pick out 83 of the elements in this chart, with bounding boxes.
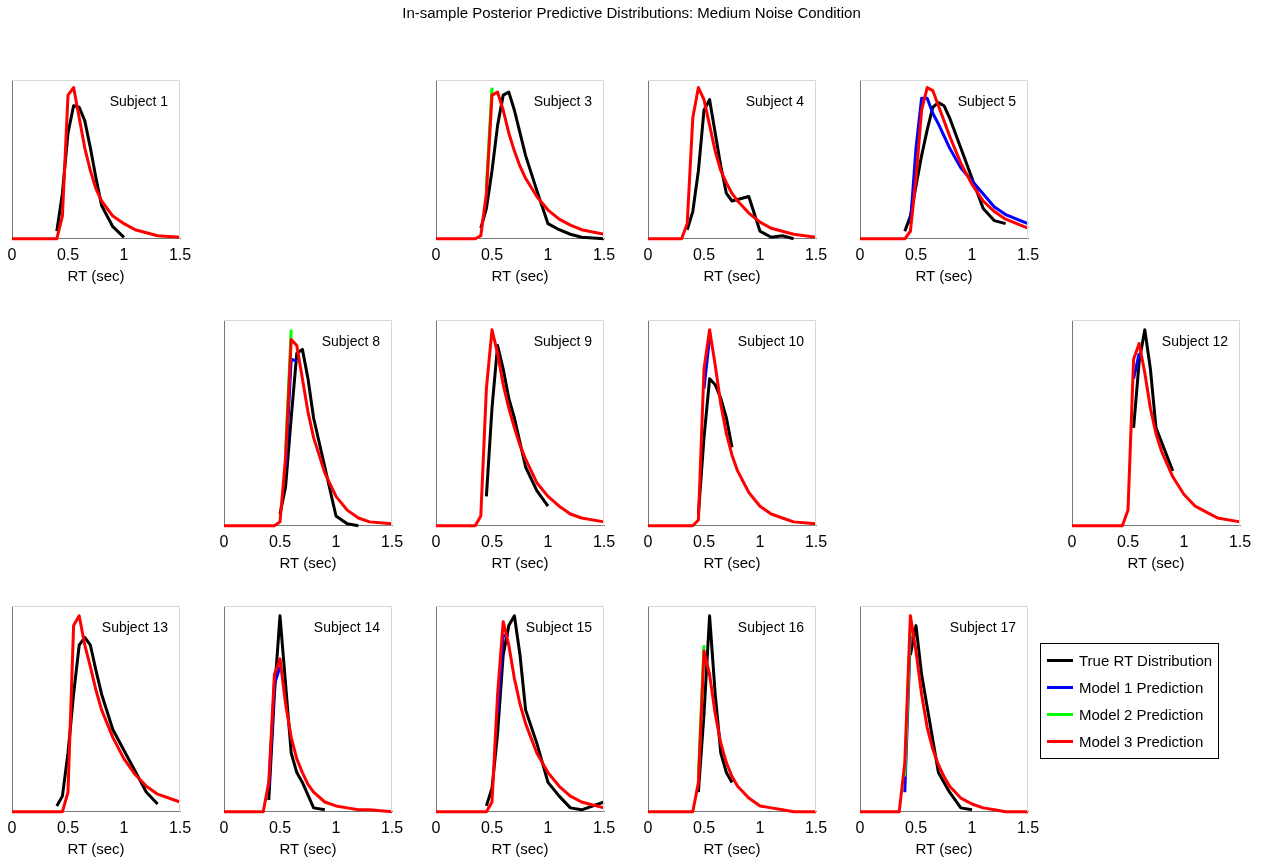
x-tick-label: 1 — [967, 245, 977, 263]
x-tick-label: 1 — [543, 245, 553, 263]
x-tick-label: 0 — [7, 245, 17, 263]
x-axis-title: RT (sec) — [67, 267, 125, 285]
x-tick-label: 0.5 — [268, 532, 292, 550]
x-tick-label: 1.5 — [804, 818, 828, 836]
x-tick-label: 0.5 — [904, 245, 928, 263]
x-axis-title: RT (sec) — [1127, 554, 1185, 572]
chart-title: Subject 8 — [321, 332, 381, 349]
x-tick-label: 1.5 — [592, 245, 616, 263]
x-tick-label: 1.5 — [592, 818, 616, 836]
chart-title: Subject 16 — [737, 618, 805, 635]
x-axis-title: RT (sec) — [703, 267, 761, 285]
x-axis-title: RT (sec) — [915, 267, 973, 285]
chart-title: Subject 4 — [745, 92, 805, 109]
x-tick-label: 0 — [643, 532, 653, 550]
chart-title: Subject 5 — [957, 92, 1017, 109]
chart-title: Subject 10 — [737, 332, 805, 349]
x-tick-label: 1.5 — [1016, 245, 1040, 263]
x-axis-title: RT (sec) — [703, 554, 761, 572]
x-axis-title: RT (sec) — [491, 840, 549, 858]
chart-title: Subject 3 — [533, 92, 593, 109]
x-tick-label: 0.5 — [56, 245, 80, 263]
x-tick-label: 0 — [855, 818, 865, 836]
chart-title: Subject 13 — [101, 618, 169, 635]
legend-label: Model 3 Prediction — [1079, 733, 1204, 750]
x-axis-title: RT (sec) — [703, 840, 761, 858]
chart-title: Subject 9 — [533, 332, 593, 349]
x-axis-title: RT (sec) — [491, 554, 549, 572]
chart-title: Subject 14 — [313, 618, 381, 635]
x-tick-label: 0 — [219, 532, 229, 550]
x-tick-label: 0.5 — [692, 245, 716, 263]
x-tick-label: 0 — [431, 532, 441, 550]
x-tick-label: 1.5 — [804, 532, 828, 550]
x-tick-label: 1.5 — [380, 818, 404, 836]
chart-title: Subject 12 — [1161, 332, 1229, 349]
x-tick-label: 0 — [219, 818, 229, 836]
chart-title: Subject 1 — [109, 92, 169, 109]
x-tick-label: 0 — [431, 245, 441, 263]
x-tick-label: 1 — [967, 818, 977, 836]
x-tick-label: 1 — [755, 245, 765, 263]
x-tick-label: 1.5 — [168, 818, 192, 836]
x-tick-label: 1 — [543, 532, 553, 550]
x-tick-label: 0.5 — [480, 532, 504, 550]
x-tick-label: 1 — [1179, 532, 1189, 550]
x-tick-label: 1 — [331, 818, 341, 836]
x-tick-label: 1.5 — [168, 245, 192, 263]
x-axis-title: RT (sec) — [67, 840, 125, 858]
x-tick-label: 1 — [755, 532, 765, 550]
x-axis-title: RT (sec) — [279, 840, 337, 858]
x-tick-label: 1.5 — [1016, 818, 1040, 836]
x-tick-label: 0 — [1067, 532, 1077, 550]
legend-label: Model 2 Prediction — [1079, 706, 1204, 723]
legend-label: True RT Distribution — [1079, 652, 1213, 669]
x-tick-label: 1 — [543, 818, 553, 836]
x-tick-label: 1.5 — [1228, 532, 1252, 550]
x-tick-label: 0 — [7, 818, 17, 836]
chart-title: Subject 15 — [525, 618, 593, 635]
text: In-sample Posterior Predictive Distributions: Medium Noise Condition — [401, 4, 862, 21]
x-tick-label: 0 — [431, 818, 441, 836]
chart-title: Subject 17 — [949, 618, 1017, 635]
x-tick-label: 0.5 — [904, 818, 928, 836]
x-axis-title: RT (sec) — [915, 840, 973, 858]
x-tick-label: 1 — [119, 818, 129, 836]
x-tick-label: 0 — [643, 245, 653, 263]
x-tick-label: 1 — [755, 818, 765, 836]
x-tick-label: 0 — [643, 818, 653, 836]
x-tick-label: 1.5 — [804, 245, 828, 263]
x-tick-label: 0.5 — [692, 532, 716, 550]
x-tick-label: 1 — [119, 245, 129, 263]
x-tick-label: 0.5 — [480, 245, 504, 263]
x-tick-label: 1.5 — [592, 532, 616, 550]
x-tick-label: 1.5 — [380, 532, 404, 550]
x-axis-title: RT (sec) — [491, 267, 549, 285]
x-tick-label: 1 — [331, 532, 341, 550]
x-tick-label: 0.5 — [268, 818, 292, 836]
x-tick-label: 0.5 — [56, 818, 80, 836]
x-tick-label: 0.5 — [692, 818, 716, 836]
x-tick-label: 0 — [855, 245, 865, 263]
legend-label: Model 1 Prediction — [1079, 679, 1204, 696]
x-axis-title: RT (sec) — [279, 554, 337, 572]
x-tick-label: 0.5 — [1116, 532, 1140, 550]
x-tick-label: 0.5 — [480, 818, 504, 836]
